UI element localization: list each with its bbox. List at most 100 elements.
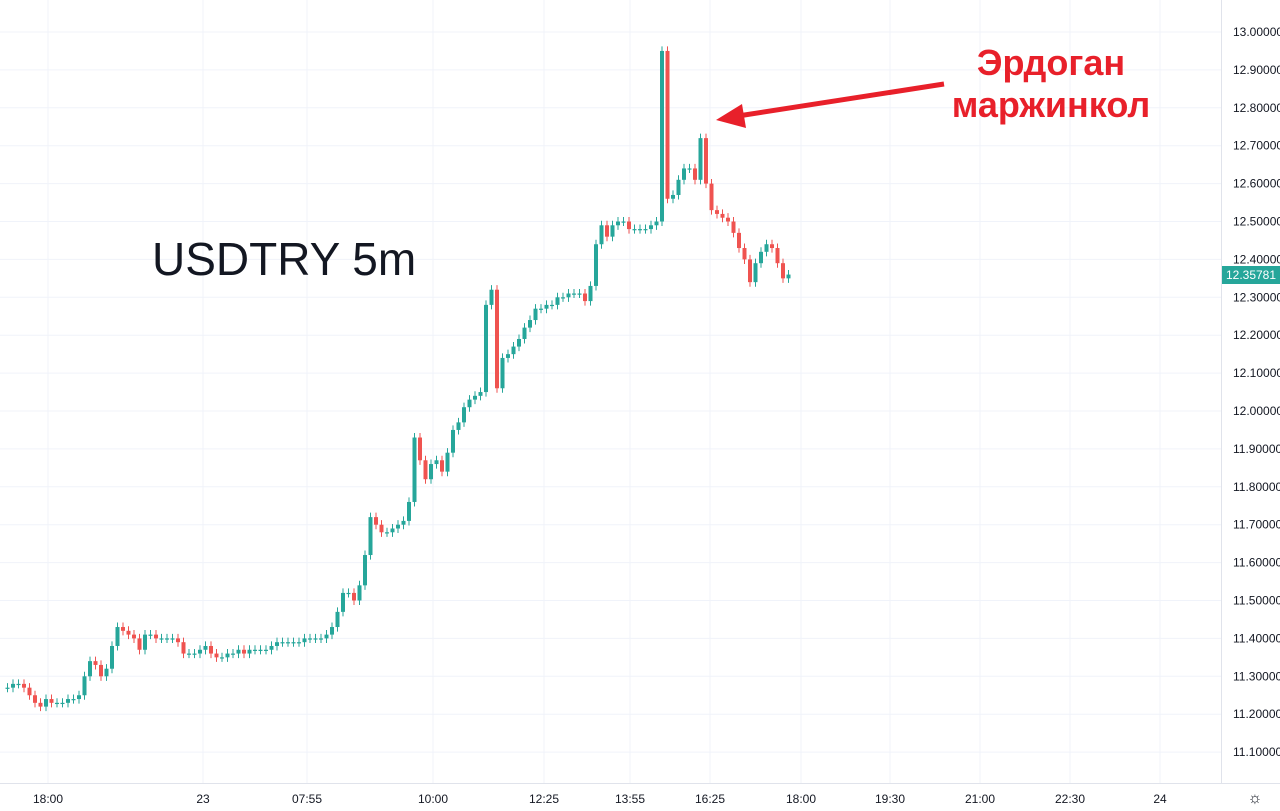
candle-up (198, 649, 202, 654)
candle-up (225, 653, 230, 658)
candle-up (671, 194, 675, 199)
candle-up (5, 687, 10, 689)
candle-down (22, 683, 26, 688)
candle-up (616, 221, 620, 226)
candle-up (682, 168, 686, 180)
y-tick-label: 12.20000 (1233, 328, 1280, 342)
x-tick-label: 12:25 (529, 792, 559, 806)
candle-down (423, 460, 428, 480)
grid-lines (0, 0, 1221, 783)
candle-down (93, 661, 98, 665)
x-tick-label: 13:55 (615, 792, 645, 806)
candle-up (407, 501, 411, 521)
candle-up (368, 517, 373, 556)
x-tick-label: 23 (196, 792, 210, 806)
candle-up (759, 251, 763, 264)
candle-up (71, 699, 76, 701)
candle-up (522, 327, 527, 339)
settings-gear-icon[interactable]: ☼ (1247, 790, 1263, 807)
candle-up (110, 645, 114, 669)
candle-up (412, 437, 417, 502)
candle-down (379, 524, 384, 533)
candle-up (500, 357, 505, 389)
candle-up (484, 304, 488, 393)
candle-down (605, 225, 609, 237)
y-tick-label: 12.40000 (1233, 252, 1280, 266)
candle-up (638, 229, 642, 231)
candle-down (781, 263, 785, 279)
candle-up (159, 638, 164, 640)
candle-up (77, 695, 81, 700)
candle-up (599, 225, 604, 245)
candle-down (715, 210, 719, 214)
candle-up (324, 634, 329, 639)
candle-up (643, 229, 648, 231)
candle-down (726, 217, 730, 222)
y-tick-label: 11.20000 (1233, 707, 1280, 721)
candle-up (253, 649, 257, 651)
y-tick-label: 12.00000 (1233, 404, 1280, 418)
candle-up (561, 297, 565, 299)
candle-down (720, 213, 725, 218)
candle-up (511, 346, 516, 355)
candle-up (632, 229, 637, 231)
candle-up (302, 638, 307, 643)
candle-up (610, 225, 615, 237)
candle-up (572, 293, 576, 295)
candle-down (627, 221, 631, 230)
candle-up (264, 649, 268, 651)
candle-up (676, 179, 681, 195)
candle-down (693, 168, 697, 180)
candle-down (770, 244, 774, 249)
candle-up (16, 683, 21, 686)
candle-up (357, 585, 362, 601)
candle-up (533, 308, 538, 321)
annotation-label: Эрдоган маржинкол (936, 42, 1166, 126)
candle-down (665, 50, 670, 199)
candle-up (764, 244, 769, 252)
candle-up (187, 653, 191, 655)
candle-up (88, 661, 92, 677)
candle-up (566, 293, 571, 298)
candle-up (687, 168, 692, 170)
candle-up (269, 645, 274, 650)
x-tick-label: 22:30 (1055, 792, 1085, 806)
candles (5, 46, 791, 712)
candle-up (654, 221, 659, 226)
candle-up (165, 638, 169, 640)
candle-up (467, 399, 472, 408)
candle-up (148, 634, 153, 636)
candle-up (649, 225, 653, 230)
candle-up (44, 699, 48, 707)
candle-up (55, 702, 59, 705)
candle-up (286, 642, 290, 644)
candle-up (594, 244, 598, 286)
candle-up (346, 592, 351, 595)
candle-up (258, 649, 263, 651)
candle-up (330, 627, 334, 635)
candle-down (38, 702, 43, 707)
candle-up (231, 653, 235, 655)
candle-up (462, 407, 466, 423)
y-tick-label: 11.80000 (1233, 480, 1280, 494)
candle-down (99, 664, 103, 677)
candle-up (341, 592, 345, 612)
candle-up (60, 702, 65, 705)
candle-down (748, 259, 752, 283)
candle-up (588, 285, 593, 302)
candle-up (489, 289, 494, 305)
candle-up (550, 304, 554, 307)
candle-up (401, 520, 406, 525)
candle-up (66, 699, 70, 703)
y-tick-label: 11.10000 (1233, 745, 1280, 759)
candle-down (126, 630, 131, 635)
candle-up (280, 642, 285, 644)
y-tick-label: 13.00000 (1233, 25, 1280, 39)
y-tick-label: 12.90000 (1233, 63, 1280, 77)
x-tick-label: 10:00 (418, 792, 448, 806)
y-tick-label: 11.70000 (1233, 518, 1280, 532)
annotation-line-1: Эрдоган (976, 42, 1126, 83)
y-tick-label: 12.50000 (1233, 215, 1280, 229)
candle-up (539, 308, 543, 310)
x-tick-label: 24 (1153, 792, 1167, 806)
